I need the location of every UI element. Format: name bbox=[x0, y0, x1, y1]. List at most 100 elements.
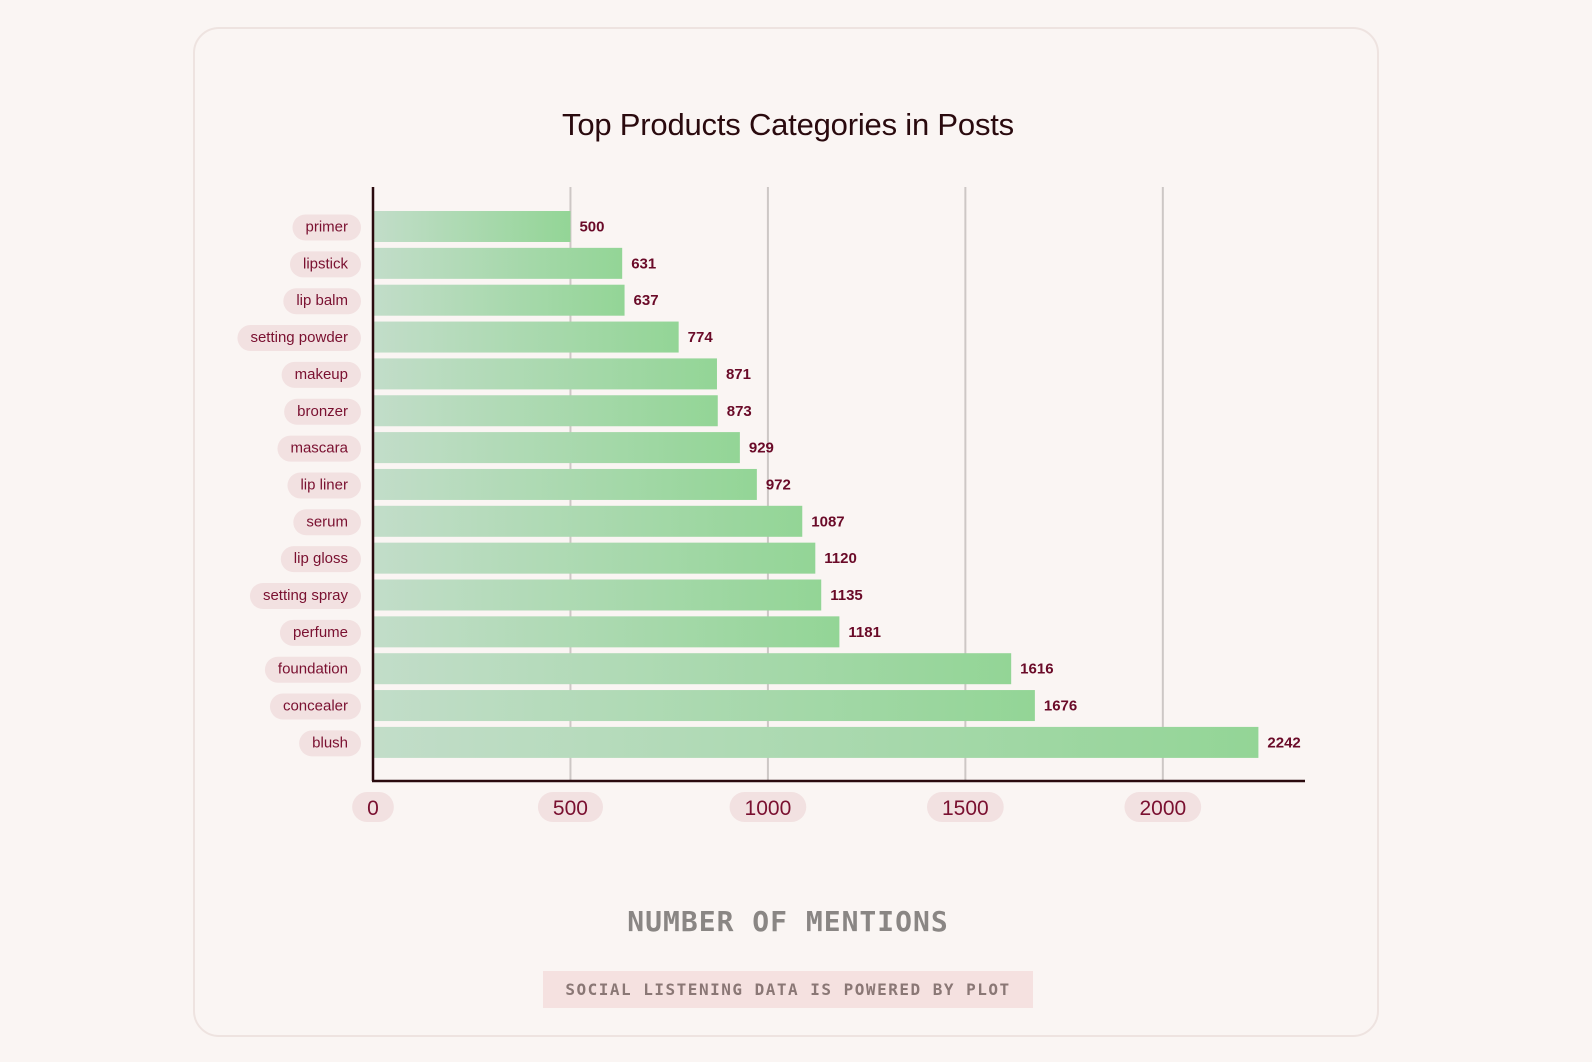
category-pill-10: setting spray bbox=[249, 583, 361, 609]
category-label-0: primer bbox=[305, 219, 348, 236]
bar-1 bbox=[373, 247, 623, 279]
category-label-7: lip liner bbox=[300, 476, 348, 493]
category-pill-bg-11 bbox=[279, 619, 361, 646]
x-tick-0: 0 bbox=[352, 792, 394, 822]
category-pill-6: mascara bbox=[277, 435, 361, 462]
value-label-14: 2242 bbox=[1267, 734, 1300, 751]
category-pill-bg-1 bbox=[289, 251, 361, 278]
bar-9 bbox=[373, 542, 816, 574]
x-tick-pill-1 bbox=[537, 792, 603, 822]
value-label-8: 1087 bbox=[811, 513, 844, 530]
category-pill-bg-6 bbox=[277, 435, 361, 462]
category-pill-4: makeup bbox=[281, 361, 361, 388]
category-label-10: setting spray bbox=[263, 587, 349, 604]
category-pill-2: lip balm bbox=[283, 288, 361, 315]
x-tick-pill-0 bbox=[352, 792, 394, 822]
bar-3 bbox=[373, 321, 679, 353]
value-label-5: 873 bbox=[727, 403, 752, 420]
category-pill-bg-7 bbox=[287, 472, 361, 499]
value-label-1: 631 bbox=[631, 255, 656, 272]
x-tick-2: 1000 bbox=[729, 792, 807, 822]
x-tick-labels: 0 500 1000 1500 2000 bbox=[352, 792, 1202, 822]
category-pill-bg-14 bbox=[299, 730, 361, 757]
axes bbox=[371, 187, 1305, 783]
category-labels: primer lipstick lip balm setting powder make… bbox=[237, 214, 361, 757]
category-label-5: bronzer bbox=[297, 403, 348, 420]
chart-title: Top Products Categories in Posts bbox=[562, 107, 1014, 142]
category-pill-bg-9 bbox=[280, 546, 361, 573]
x-tick-label-2: 1000 bbox=[745, 797, 792, 820]
category-pill-0: primer bbox=[292, 214, 361, 241]
x-tick-pill-4 bbox=[1124, 792, 1202, 822]
x-tick-label-3: 1500 bbox=[942, 797, 989, 820]
value-label-2: 637 bbox=[634, 292, 659, 309]
bars: 500 631 637 774 871 873 929 972 1087 1120 1135 1181… bbox=[373, 211, 1301, 758]
category-pill-bg-3 bbox=[237, 325, 361, 352]
category-label-3: setting powder bbox=[250, 329, 348, 346]
value-label-10: 1135 bbox=[830, 587, 863, 604]
category-pill-bg-2 bbox=[283, 288, 361, 315]
category-label-8: serum bbox=[306, 513, 348, 530]
bar-14 bbox=[373, 726, 1259, 758]
bar-7 bbox=[373, 468, 757, 500]
category-pill-12: foundation bbox=[264, 656, 361, 683]
category-label-11: perfume bbox=[293, 624, 348, 641]
category-pill-bg-5 bbox=[284, 398, 361, 425]
category-pill-7: lip liner bbox=[287, 472, 361, 499]
category-pill-14: blush bbox=[299, 730, 361, 757]
category-pill-9: lip gloss bbox=[280, 546, 361, 573]
bar-6 bbox=[373, 432, 740, 464]
bar-5 bbox=[373, 395, 718, 427]
category-pill-bg-8 bbox=[293, 509, 361, 536]
x-tick-3: 1500 bbox=[927, 792, 1004, 822]
category-label-13: concealer bbox=[283, 698, 348, 715]
bar-11 bbox=[373, 616, 840, 648]
value-label-9: 1120 bbox=[824, 550, 857, 567]
x-tick-label-1: 500 bbox=[553, 797, 588, 820]
category-pill-13: concealer bbox=[269, 693, 361, 720]
x-tick-label-0: 0 bbox=[367, 797, 379, 820]
bar-8 bbox=[373, 505, 803, 537]
value-label-4: 871 bbox=[726, 366, 751, 383]
value-label-6: 929 bbox=[749, 440, 774, 457]
footer-credit: SOCIAL LISTENING DATA IS POWERED BY PLOT bbox=[543, 971, 1033, 1008]
category-pill-8: serum bbox=[293, 509, 361, 536]
value-label-3: 774 bbox=[688, 329, 714, 346]
x-tick-label-4: 2000 bbox=[1139, 797, 1186, 820]
value-label-11: 1181 bbox=[848, 624, 881, 641]
bar-0 bbox=[373, 211, 571, 242]
bar-12 bbox=[373, 653, 1012, 685]
category-pill-bg-12 bbox=[264, 656, 361, 683]
category-label-12: foundation bbox=[278, 661, 348, 678]
chart-card: Top Products Categories in Posts 500 631 6… bbox=[193, 27, 1379, 1037]
bar-chart: 500 631 637 774 871 873 929 972 1087 1120 1135 1181… bbox=[237, 187, 1305, 822]
bar-10 bbox=[373, 579, 822, 611]
footer-container: SOCIAL LISTENING DATA IS POWERED BY PLOT bbox=[195, 971, 1381, 1008]
category-pill-1: lipstick bbox=[289, 251, 361, 278]
category-label-9: lip gloss bbox=[294, 550, 348, 567]
bar-4 bbox=[373, 358, 717, 390]
category-label-2: lip balm bbox=[296, 292, 348, 309]
category-pill-11: perfume bbox=[279, 619, 361, 646]
category-pill-3: setting powder bbox=[237, 325, 361, 352]
category-label-6: mascara bbox=[290, 440, 348, 457]
value-label-13: 1676 bbox=[1044, 698, 1077, 715]
x-tick-pill-2 bbox=[729, 792, 807, 822]
value-label-7: 972 bbox=[766, 476, 791, 493]
bar-13 bbox=[373, 690, 1035, 722]
bar-2 bbox=[373, 284, 625, 316]
category-label-14: blush bbox=[312, 734, 348, 751]
value-label-12: 1616 bbox=[1020, 661, 1053, 678]
category-pill-bg-13 bbox=[269, 693, 361, 720]
x-tick-pill-3 bbox=[927, 792, 1004, 822]
category-label-1: lipstick bbox=[303, 255, 349, 272]
x-tick-4: 2000 bbox=[1124, 792, 1202, 822]
category-pill-5: bronzer bbox=[284, 398, 361, 425]
category-label-4: makeup bbox=[295, 366, 348, 383]
value-label-0: 500 bbox=[579, 219, 604, 236]
x-axis-title: NUMBER OF MENTIONS bbox=[627, 905, 949, 938]
category-pill-bg-10 bbox=[249, 583, 361, 609]
x-tick-1: 500 bbox=[537, 792, 603, 822]
category-pill-bg-4 bbox=[281, 361, 361, 388]
category-pill-bg-0 bbox=[292, 214, 361, 241]
